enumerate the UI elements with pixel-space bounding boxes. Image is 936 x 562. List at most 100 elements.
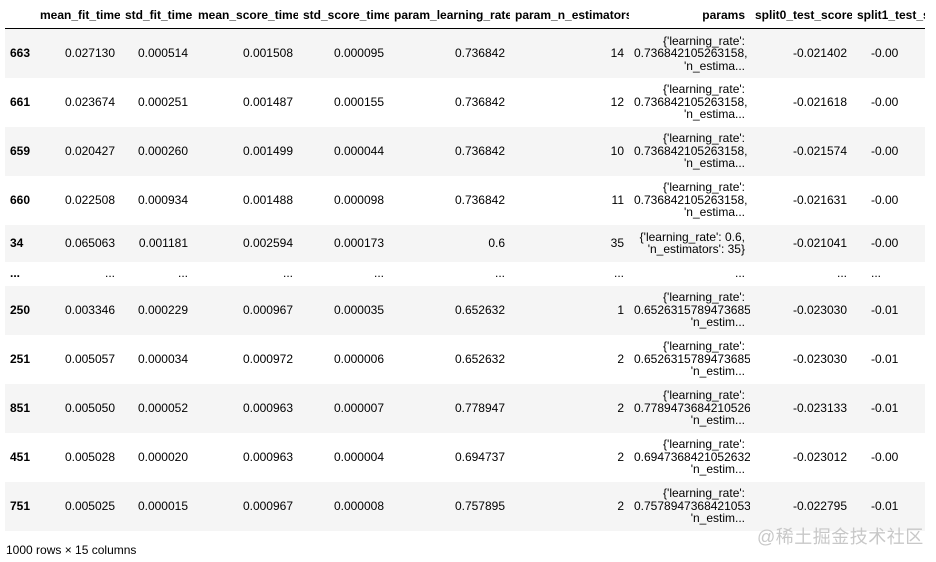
table-cell: 0.652632 bbox=[454, 302, 505, 317]
params-line: 0.736842105263158, bbox=[634, 143, 748, 158]
split1-cell: -0.01 bbox=[871, 400, 899, 415]
params-line: 'n_estima... bbox=[684, 205, 745, 220]
table-cell: 0.778947 bbox=[454, 400, 505, 415]
row-index: 663 bbox=[10, 46, 31, 60]
table-cell: 0.000044 bbox=[333, 143, 384, 158]
table-row: .............................. bbox=[5, 262, 925, 286]
params-line: {'learning_rate': bbox=[663, 339, 745, 354]
table-cell: 0.757895 bbox=[454, 498, 505, 513]
params-cell: {'learning_rate': 0.6526315789473685,'n_e… bbox=[629, 286, 750, 335]
column-header bbox=[5, 0, 35, 29]
table-cell: 0.001488 bbox=[242, 192, 293, 207]
table-cell: 0.736842 bbox=[454, 192, 505, 207]
split0-cell: -0.021041 bbox=[792, 235, 847, 250]
params-line: 'n_estim... bbox=[690, 364, 745, 379]
table-cell: 0.003346 bbox=[64, 302, 115, 317]
table-cell: 0.000052 bbox=[137, 400, 188, 415]
header-row: mean_fit_time std_fit_time mean_score_time… bbox=[5, 0, 925, 29]
column-header: mean_score_time bbox=[193, 0, 298, 29]
split1-cell: -0.01 bbox=[871, 302, 899, 317]
table-row: 251 0.005057 0.000034 0.000972 0.000006 0.652… bbox=[5, 335, 925, 384]
column-header: params bbox=[629, 0, 750, 29]
params-line: {'learning_rate': bbox=[663, 180, 745, 195]
table-cell: 0.000963 bbox=[242, 400, 293, 415]
params-line: 0.6526315789473685, bbox=[634, 302, 750, 317]
split0-cell: ... bbox=[836, 266, 847, 281]
table-cell: 2 bbox=[617, 449, 624, 464]
column-header: std_fit_time bbox=[120, 0, 193, 29]
table-row: 851 0.005050 0.000052 0.000963 0.000007 0.778… bbox=[5, 383, 925, 433]
table-cell: 0.000098 bbox=[333, 192, 384, 207]
row-index: 34 bbox=[10, 235, 24, 250]
table-cell: 0.027130 bbox=[64, 46, 115, 60]
table-cell: 0.065063 bbox=[64, 235, 115, 250]
params-line: 'n_estim... bbox=[690, 413, 745, 428]
table-row: 34 0.065063 0.001181 0.002594 0.000173 0.6 35 {… bbox=[5, 224, 925, 262]
split0-cell: -0.023133 bbox=[792, 400, 847, 415]
row-index: 251 bbox=[10, 351, 31, 366]
split0-cell: -0.021631 bbox=[792, 192, 847, 207]
table-cell: 2 bbox=[617, 400, 624, 415]
table-cell: 0.000006 bbox=[333, 351, 384, 366]
column-header: param_n_estimators bbox=[510, 0, 629, 29]
split1-cell: -0.00 bbox=[871, 192, 899, 207]
table-cell: 10 bbox=[610, 143, 624, 158]
table-cell: 0.000095 bbox=[333, 46, 384, 60]
table-cell: 0.652632 bbox=[454, 351, 505, 366]
split0-cell: -0.023030 bbox=[792, 302, 847, 317]
split1-cell: -0.01 bbox=[871, 498, 899, 513]
row-index: 250 bbox=[10, 302, 31, 317]
table-cell: ... bbox=[177, 266, 188, 281]
params-cell: {'learning_rate': 0.7578947368421053,'n_e… bbox=[629, 482, 750, 531]
split0-cell: -0.023012 bbox=[792, 449, 847, 464]
table-cell: 0.000155 bbox=[333, 94, 384, 109]
column-header: param_learning_rate bbox=[389, 0, 510, 29]
params-line: 0.736842105263158, bbox=[634, 192, 748, 207]
table-cell: 0.002594 bbox=[242, 235, 293, 250]
row-index: 751 bbox=[10, 498, 31, 513]
table-cell: 0.000173 bbox=[333, 235, 384, 250]
params-line: 'n_estima... bbox=[684, 58, 745, 73]
split1-cell: -0.00 bbox=[871, 46, 899, 60]
table-cell: 0.001181 bbox=[138, 235, 188, 250]
split1-cell: -0.01 bbox=[871, 351, 899, 366]
table-cell: 2 bbox=[617, 351, 624, 366]
table-row: 250 0.003346 0.000229 0.000967 0.000035 0.652… bbox=[5, 285, 925, 335]
params-line: ... bbox=[734, 266, 745, 281]
split1-cell: ... bbox=[871, 266, 882, 281]
params-line: 'n_estima... bbox=[684, 107, 745, 122]
table-cell: 0.694737 bbox=[454, 449, 505, 464]
row-index: 660 bbox=[10, 192, 31, 207]
table-cell: 1 bbox=[617, 302, 624, 317]
table-cell: 0.736842 bbox=[454, 94, 505, 109]
table-row: 661 0.023674 0.000251 0.001487 0.000155 0.736… bbox=[5, 78, 925, 127]
params-line: 'n_estim... bbox=[690, 511, 745, 526]
split1-cell: -0.00 bbox=[871, 235, 899, 250]
table-cell: 0.000015 bbox=[137, 498, 188, 513]
table-cell: ... bbox=[494, 266, 505, 281]
params-cell: {'learning_rate': 0.736842105263158,'n_es… bbox=[629, 127, 750, 176]
watermark: @稀土掘金技术社区 bbox=[757, 527, 924, 547]
table-cell: 0.005057 bbox=[64, 351, 115, 366]
table-cell: 0.000514 bbox=[137, 46, 188, 60]
table-cell: 0.000972 bbox=[242, 351, 293, 366]
table-cell: 0.000934 bbox=[137, 192, 188, 207]
column-header: std_score_time bbox=[298, 0, 389, 29]
split1-cell: -0.00 bbox=[871, 143, 899, 158]
dataframe-table: mean_fit_time std_fit_time mean_score_time… bbox=[5, 0, 925, 531]
params-line: {'learning_rate': bbox=[663, 437, 745, 452]
params-cell: {'learning_rate': 0.6947368421052632,'n_e… bbox=[629, 433, 750, 482]
params-cell: ... bbox=[629, 262, 750, 286]
table-cell: 0.000004 bbox=[333, 449, 384, 464]
table-cell: 0.001508 bbox=[242, 46, 293, 60]
table-cell: 0.022508 bbox=[64, 192, 115, 207]
params-line: {'learning_rate': bbox=[663, 131, 745, 146]
table-cell: 0.000020 bbox=[137, 449, 188, 464]
params-line: 'n_estima... bbox=[684, 156, 745, 171]
params-cell: {'learning_rate': 0.736842105263158,'n_es… bbox=[629, 176, 750, 225]
table-cell: 0.000229 bbox=[137, 302, 188, 317]
table-row: 751 0.005025 0.000015 0.000967 0.000008 0.757… bbox=[5, 481, 925, 531]
table-row: 451 0.005028 0.000020 0.000963 0.000004 0.694… bbox=[5, 433, 925, 482]
table-cell: 0.736842 bbox=[454, 143, 505, 158]
params-line: 0.736842105263158, bbox=[634, 94, 748, 109]
